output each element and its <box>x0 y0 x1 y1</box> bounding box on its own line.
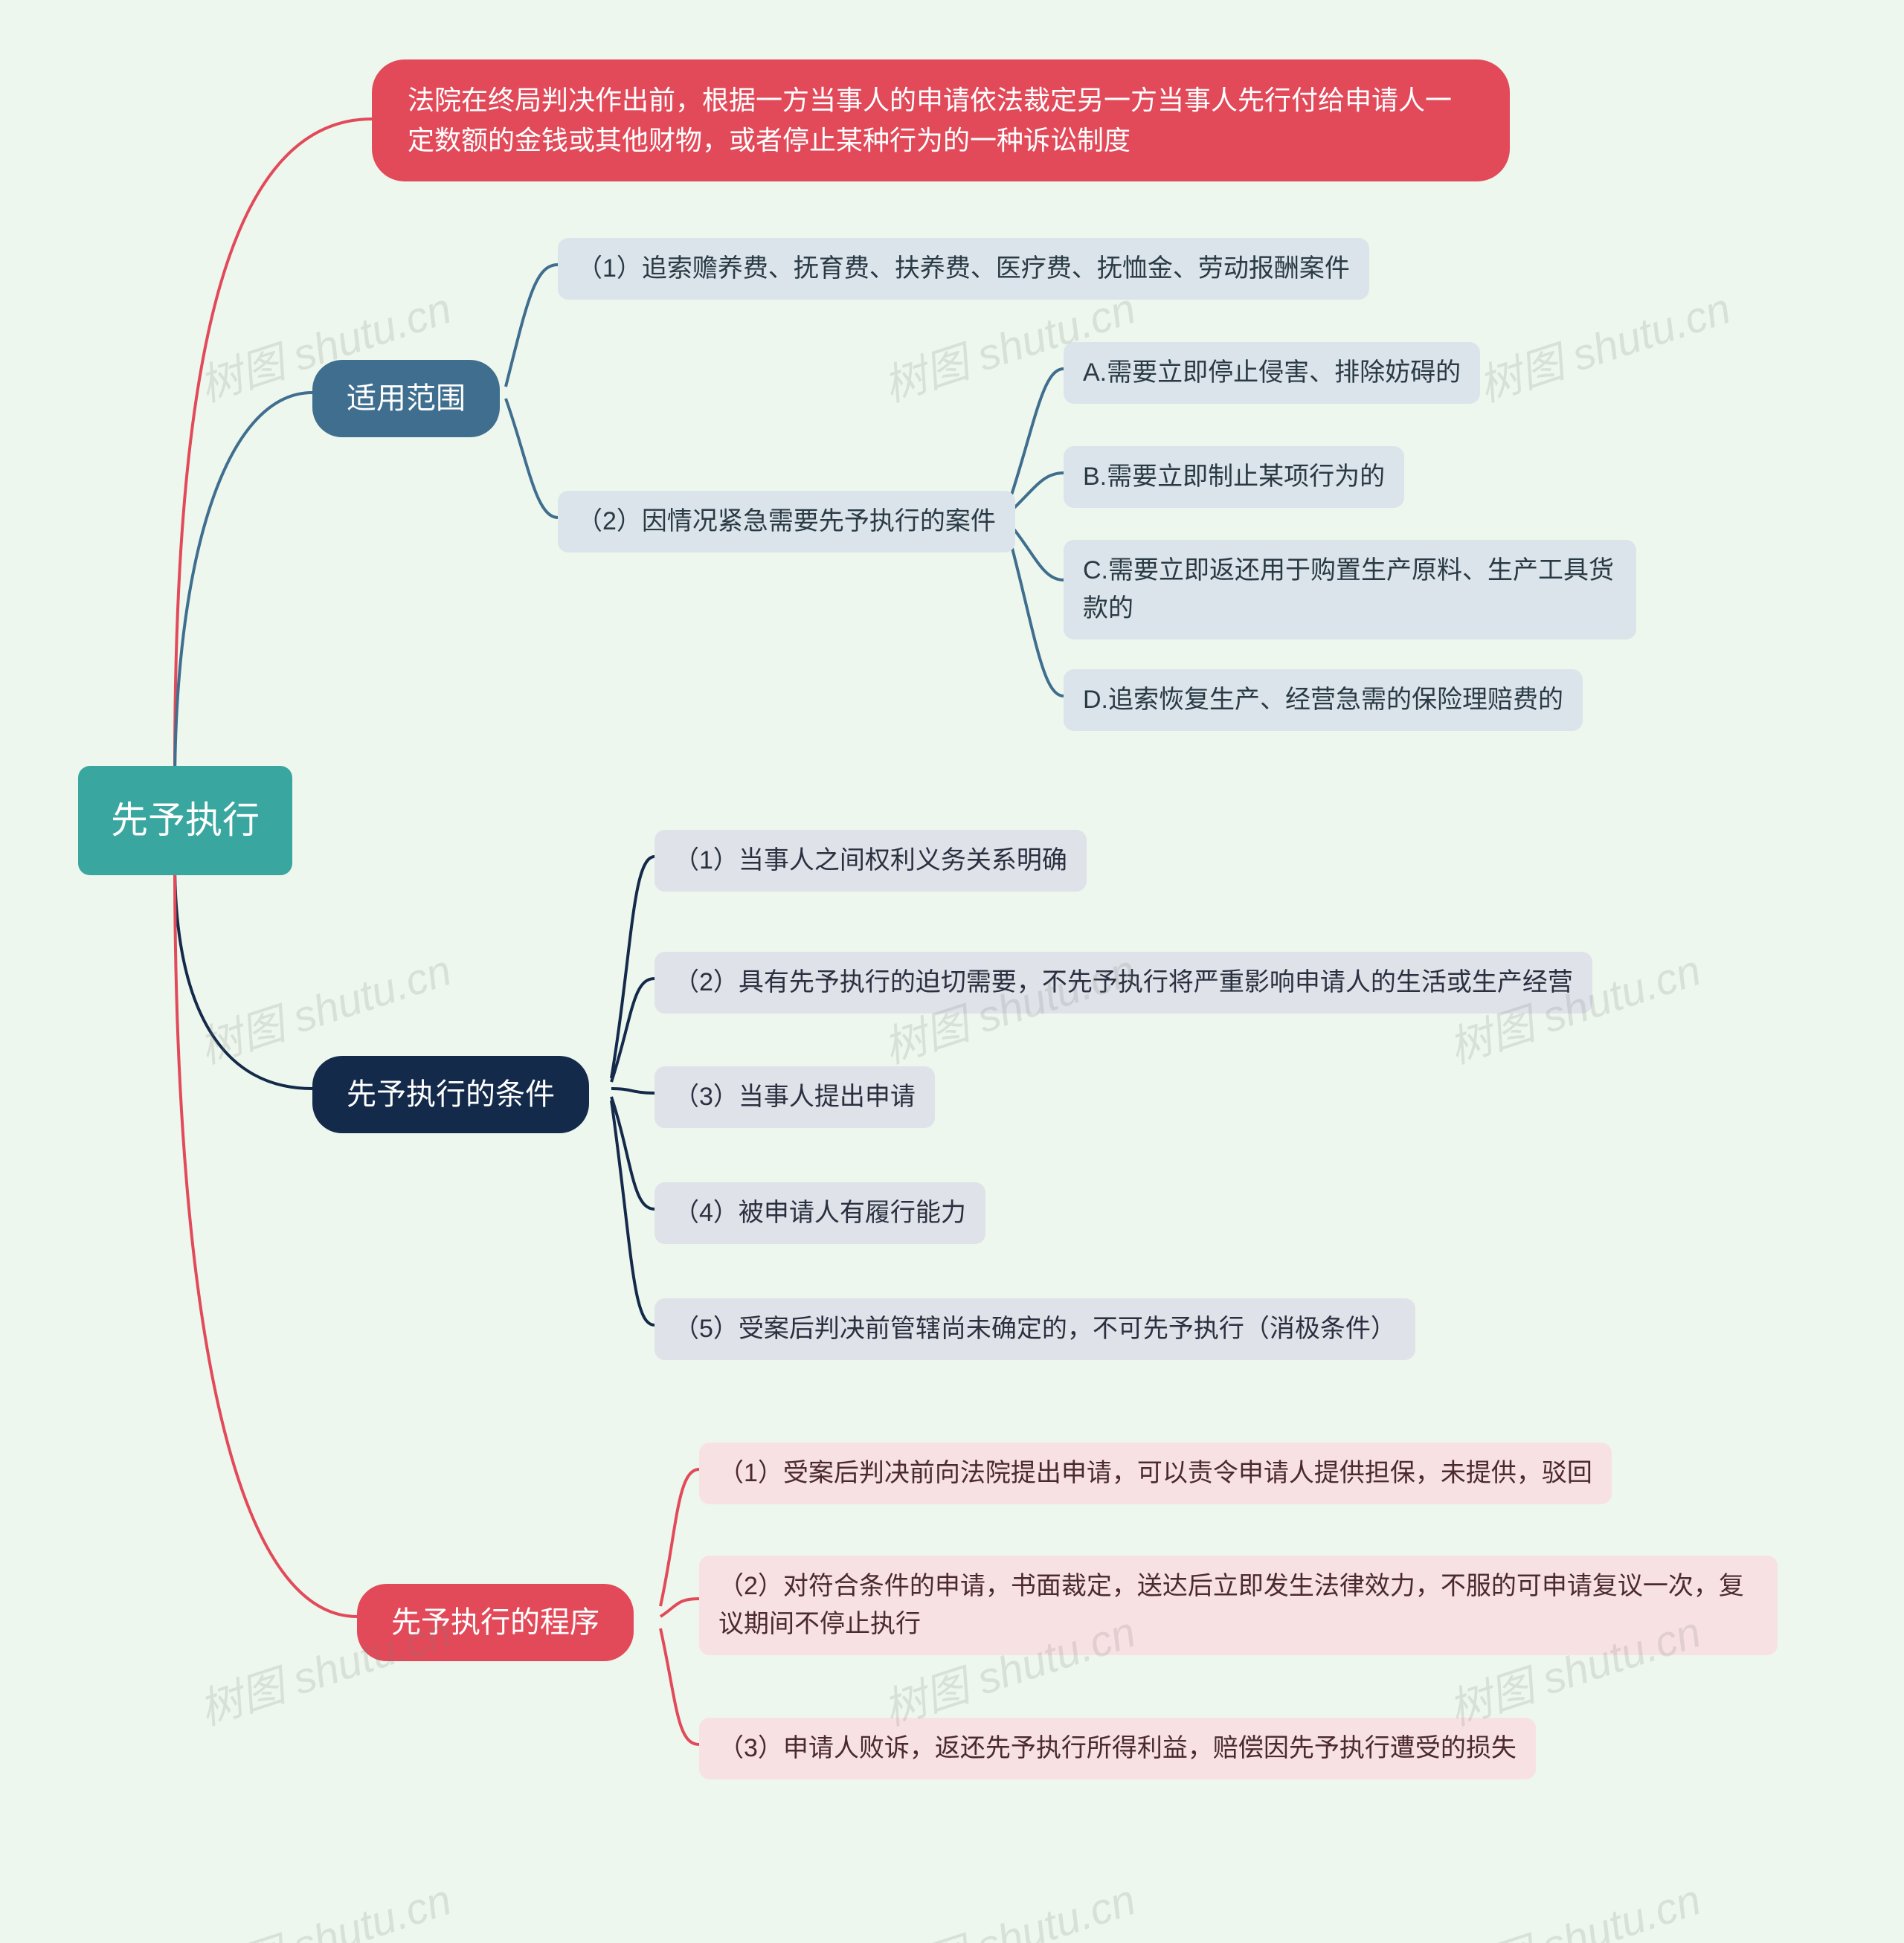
watermark: 树图 shutu.cn <box>190 935 458 1075</box>
scope-item-1[interactable]: （1）追索赡养费、抚育费、扶养费、医疗费、抚恤金、劳动报酬案件 <box>558 238 1369 300</box>
conditions-item-3-label: （3）当事人提出申请 <box>674 1078 916 1116</box>
conditions-item-3[interactable]: （3）当事人提出申请 <box>654 1066 935 1128</box>
scope-sub-a-label: A.需要立即停止侵害、排除妨碍的 <box>1083 354 1461 392</box>
scope-sub-c[interactable]: C.需要立即返还用于购置生产原料、生产工具货款的 <box>1064 540 1636 639</box>
scope-item-2[interactable]: （2）因情况紧急需要先予执行的案件 <box>558 491 1015 552</box>
conditions-item-1[interactable]: （1）当事人之间权利义务关系明确 <box>654 830 1087 892</box>
conditions-item-1-label: （1）当事人之间权利义务关系明确 <box>674 842 1067 880</box>
scope-sub-a[interactable]: A.需要立即停止侵害、排除妨碍的 <box>1064 342 1480 404</box>
root-label: 先予执行 <box>111 793 260 848</box>
scope-sub-b[interactable]: B.需要立即制止某项行为的 <box>1064 446 1404 508</box>
root-node[interactable]: 先予执行 <box>78 766 292 875</box>
definition-text: 法院在终局判决作出前，根据一方当事人的申请依法裁定另一方当事人先行付给申请人一定… <box>408 80 1474 161</box>
conditions-item-5-label: （5）受案后判决前管辖尚未确定的，不可先予执行（消极条件） <box>674 1310 1396 1348</box>
conditions-item-4[interactable]: （4）被申请人有履行能力 <box>654 1182 985 1244</box>
procedure-item-1-label: （1）受案后判决前向法院提出申请，可以责令申请人提供担保，未提供，驳回 <box>718 1454 1592 1492</box>
watermark: 树图 shutu.cn <box>190 1865 458 1943</box>
definition-node[interactable]: 法院在终局判决作出前，根据一方当事人的申请依法裁定另一方当事人先行付给申请人一定… <box>372 59 1510 181</box>
scope-title-node[interactable]: 适用范围 <box>312 360 500 437</box>
conditions-item-4-label: （4）被申请人有履行能力 <box>674 1194 966 1232</box>
scope-sub-c-label: C.需要立即返还用于购置生产原料、生产工具货款的 <box>1083 552 1617 628</box>
watermark: 树图 shutu.cn <box>190 1597 458 1737</box>
scope-item-1-label: （1）追索赡养费、抚育费、扶养费、医疗费、抚恤金、劳动报酬案件 <box>577 250 1350 288</box>
conditions-title-node[interactable]: 先予执行的条件 <box>312 1056 589 1133</box>
conditions-item-5[interactable]: （5）受案后判决前管辖尚未确定的，不可先予执行（消极条件） <box>654 1298 1415 1360</box>
mindmap-canvas: 先予执行 法院在终局判决作出前，根据一方当事人的申请依法裁定另一方当事人先行付给… <box>0 0 1904 1943</box>
procedure-item-1[interactable]: （1）受案后判决前向法院提出申请，可以责令申请人提供担保，未提供，驳回 <box>699 1443 1612 1504</box>
scope-sub-d[interactable]: D.追索恢复生产、经营急需的保险理赔费的 <box>1064 669 1583 731</box>
scope-title-label: 适用范围 <box>347 376 466 421</box>
procedure-item-3-label: （3）申请人败诉，返还先予执行所得利益，赔偿因先予执行遭受的损失 <box>718 1730 1517 1768</box>
scope-sub-d-label: D.追索恢复生产、经营急需的保险理赔费的 <box>1083 681 1563 719</box>
scope-item-2-label: （2）因情况紧急需要先予执行的案件 <box>577 503 996 541</box>
scope-sub-b-label: B.需要立即制止某项行为的 <box>1083 458 1385 496</box>
watermark: 树图 shutu.cn <box>1440 1865 1708 1943</box>
watermark: 树图 shutu.cn <box>1470 274 1737 413</box>
conditions-title-label: 先予执行的条件 <box>347 1072 555 1117</box>
procedure-item-3[interactable]: （3）申请人败诉，返还先予执行所得利益，赔偿因先予执行遭受的损失 <box>699 1718 1536 1779</box>
watermark: 树图 shutu.cn <box>875 1865 1142 1943</box>
